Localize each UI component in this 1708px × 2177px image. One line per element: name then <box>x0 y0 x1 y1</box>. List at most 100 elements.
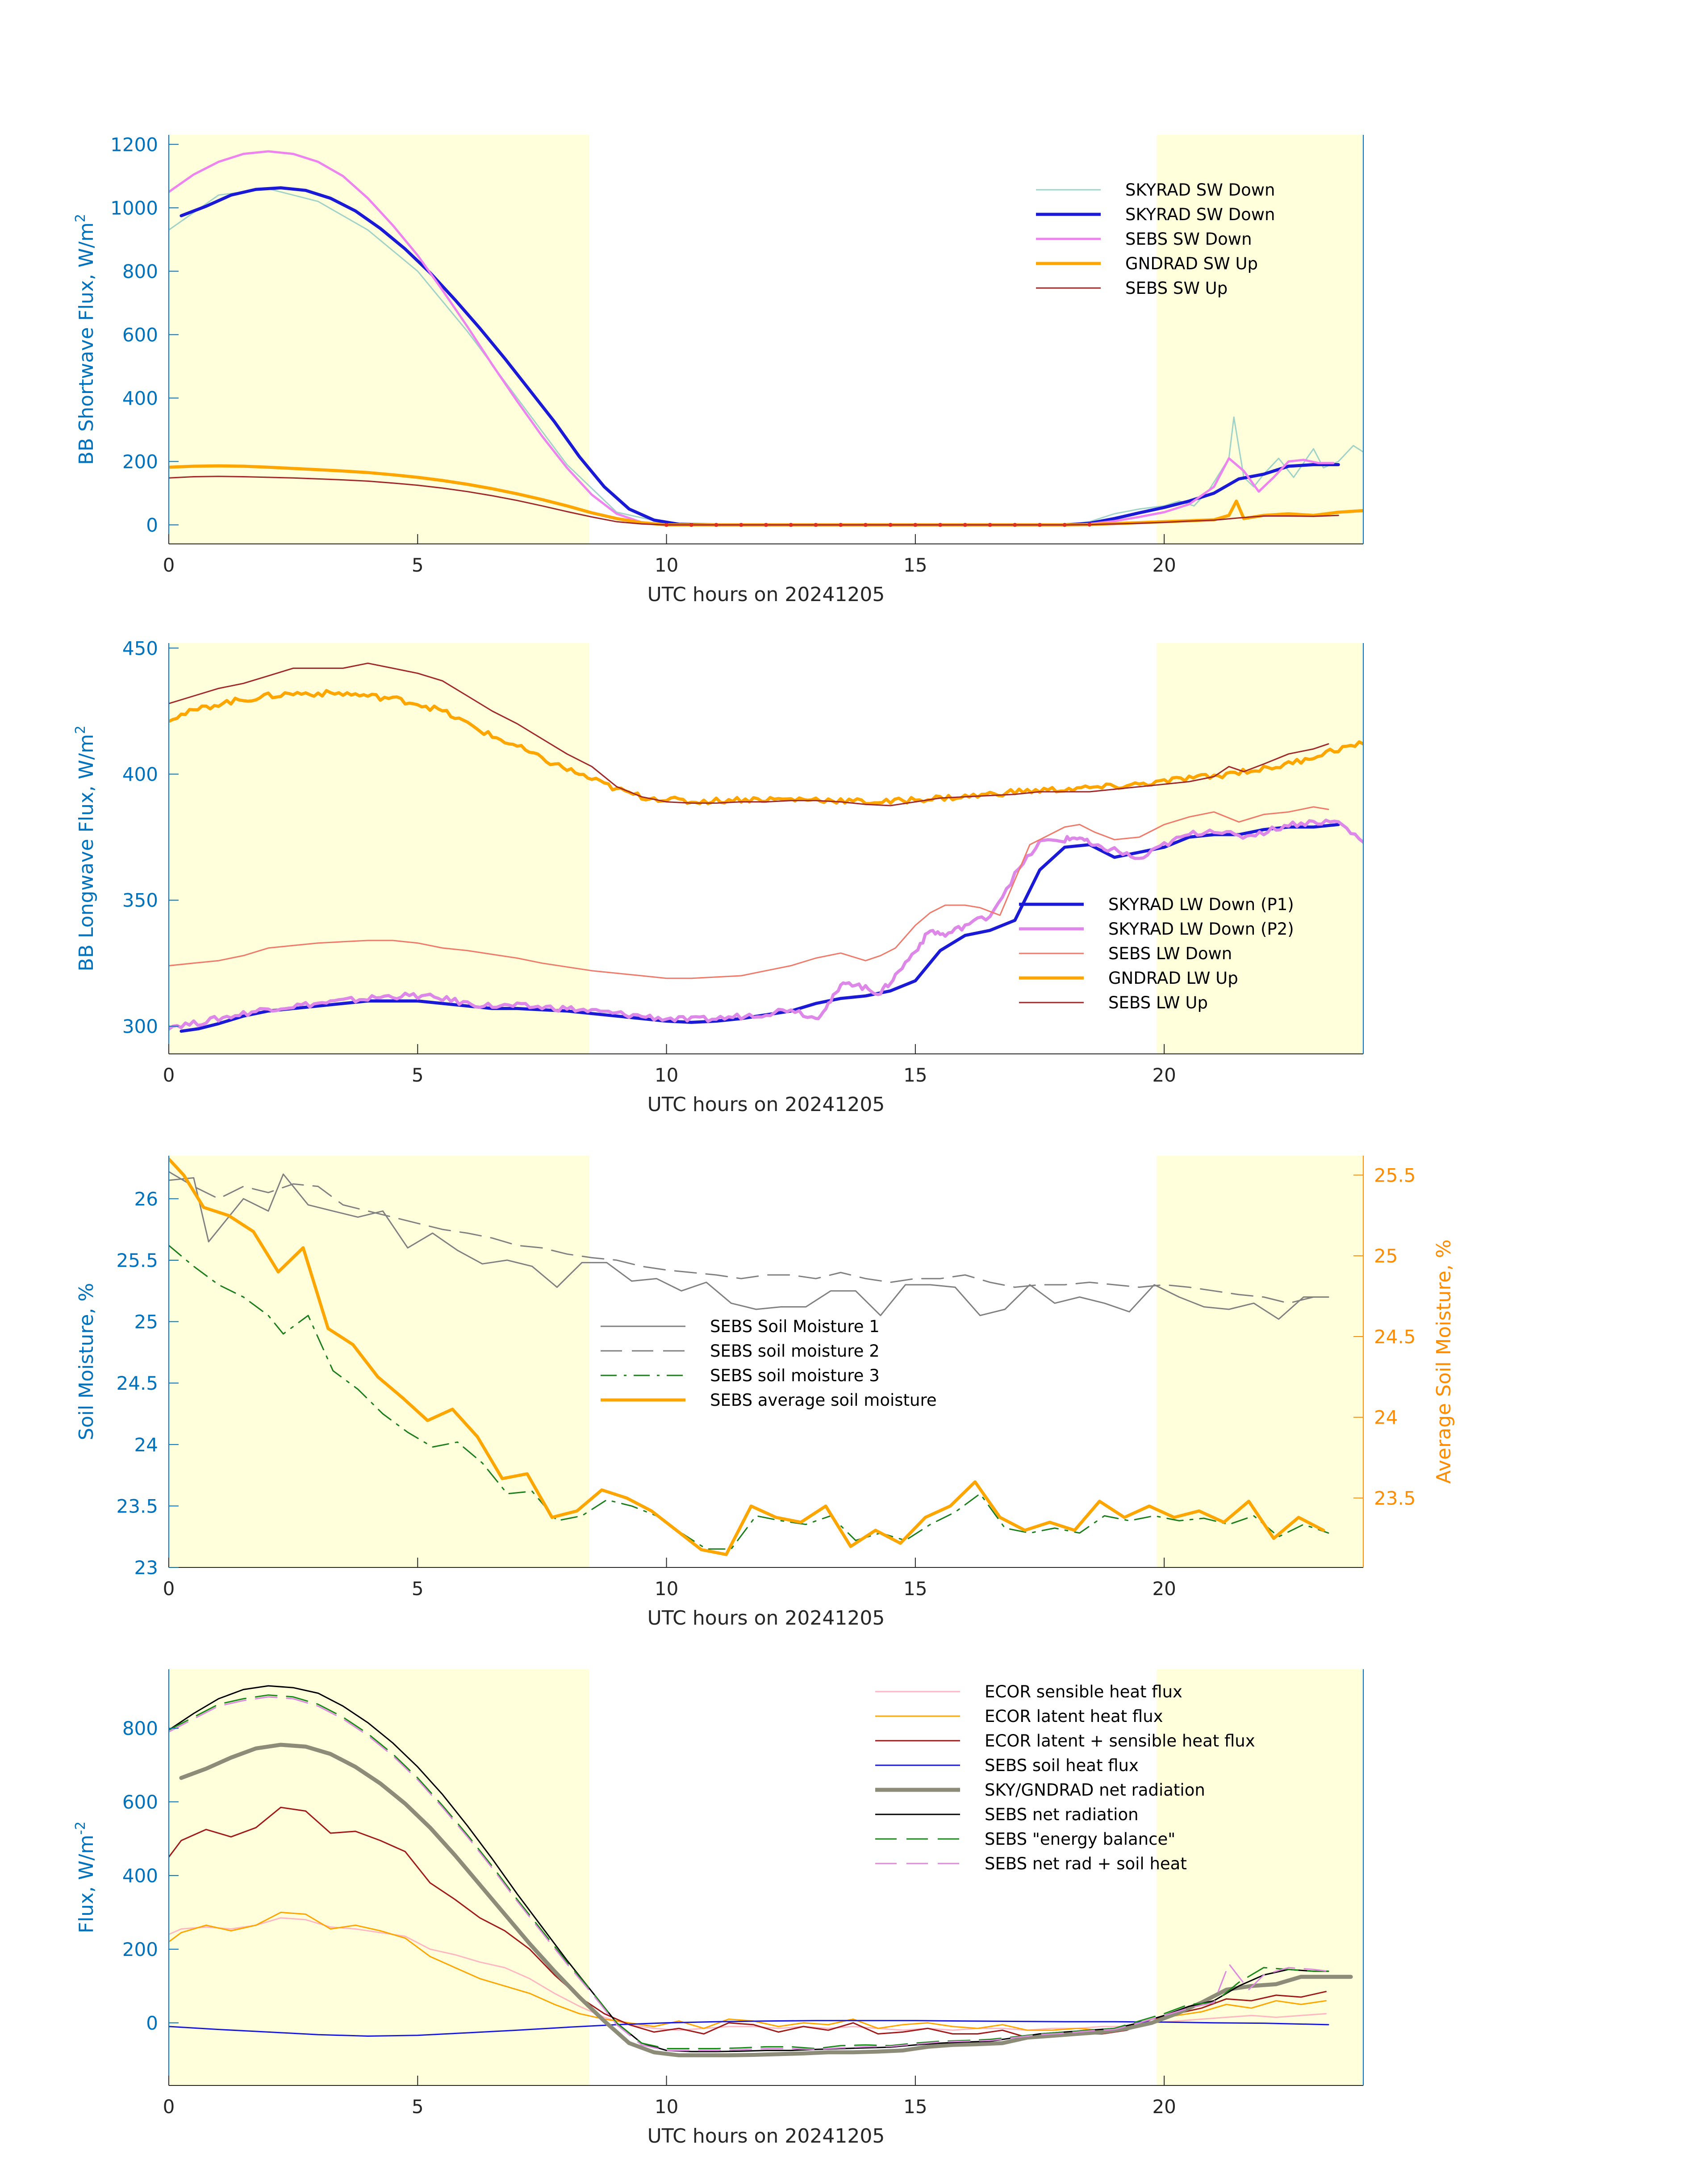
y-tick-label: 0 <box>146 2012 158 2034</box>
series-marker <box>1062 522 1067 527</box>
series-marker <box>789 522 793 527</box>
y-axis-label-superscript: 2 <box>73 726 88 734</box>
chart-panel-sw: 0 5 10 15 20 UTC hours on 20241205 0 200 400 600 8… <box>73 134 1364 606</box>
x-axis-label: UTC hours on 20241205 <box>647 1607 885 1630</box>
series-line-4 <box>169 476 1339 526</box>
y-right-tick-label: 25 <box>1374 1245 1398 1267</box>
night-shade-0 <box>169 1669 589 2085</box>
legend-label: SKYRAD SW Down <box>1125 205 1275 224</box>
legend-label: SEBS soil heat flux <box>985 1756 1139 1775</box>
x-tick-label: 10 <box>655 1578 678 1600</box>
legend-label: SEBS SW Up <box>1125 279 1228 298</box>
x-tick-label: 10 <box>655 1064 678 1086</box>
series-marker <box>1087 522 1092 527</box>
y-tick-label: 25 <box>134 1311 158 1333</box>
legend-label: ECOR latent + sensible heat flux <box>985 1731 1255 1751</box>
x-axis-label: UTC hours on 20241205 <box>647 2125 885 2148</box>
night-shade-1 <box>1157 643 1363 1054</box>
series-line-3 <box>169 2020 1329 2037</box>
series-line-4 <box>169 662 1329 806</box>
y-tick-label: 25.5 <box>116 1249 158 1271</box>
series-marker <box>689 522 693 527</box>
series-marker <box>764 522 768 527</box>
x-tick-label: 20 <box>1152 554 1176 576</box>
series-marker <box>863 522 868 527</box>
legend-label: SEBS net rad + soil heat <box>985 1854 1187 1873</box>
y-axis-label: BB Shortwave Flux, W/m2 <box>73 214 98 465</box>
y-tick-label: 450 <box>122 637 158 659</box>
legend-label: SEBS net radiation <box>985 1805 1139 1824</box>
legend-label: SEBS LW Up <box>1108 993 1208 1012</box>
y-tick-label: 26 <box>134 1188 158 1210</box>
legend-label: SEBS average soil moisture <box>710 1391 937 1410</box>
y-tick-label: 300 <box>122 1015 158 1037</box>
series-line-7 <box>169 1696 1329 2052</box>
series-marker <box>988 522 992 527</box>
series-line-3 <box>169 1157 1325 1556</box>
chart-panel-soil: 0 5 10 15 20 UTC hours on 20241205 23 23.5 24 24.… <box>75 1156 1455 1630</box>
legend: SKYRAD LW Down (P1) SKYRAD LW Down (P2) SE… <box>1019 895 1294 1012</box>
y-tick-label: 23 <box>134 1557 158 1579</box>
legend-label: GNDRAD LW Up <box>1108 969 1238 988</box>
y-axis-label: Flux, W/m-2 <box>73 1822 98 1934</box>
series-marker <box>714 522 718 527</box>
legend-label: SEBS Soil Moisture 1 <box>710 1317 880 1336</box>
y-axis-label-text: BB Shortwave Flux, W/m <box>75 222 98 465</box>
series-line-1 <box>180 186 1340 526</box>
legend-label: SEBS soil moisture 3 <box>710 1366 880 1385</box>
legend: SKYRAD SW Down SKYRAD SW Down SEBS SW Down… <box>1036 180 1275 298</box>
series-marker <box>1038 522 1042 527</box>
series-marker <box>739 522 743 527</box>
y-right-tick-label: 24.5 <box>1374 1326 1416 1348</box>
y-tick-label: 350 <box>122 890 158 911</box>
series-line-2 <box>169 1245 1329 1550</box>
y-tick-label: 200 <box>122 1939 158 1960</box>
legend-label: SKYRAD LW Down (P1) <box>1108 895 1294 914</box>
legend-label: SEBS LW Down <box>1108 944 1232 963</box>
y-axis-label-superscript: -2 <box>73 1822 88 1835</box>
legend-label: SKYRAD LW Down (P2) <box>1108 919 1294 939</box>
series-marker <box>1013 522 1017 527</box>
y-tick-label: 24 <box>134 1434 158 1456</box>
y-axis-label-text: BB Longwave Flux, W/m <box>75 734 98 972</box>
legend-label: ECOR latent heat flux <box>985 1707 1163 1726</box>
y-tick-label: 800 <box>122 1717 158 1739</box>
legend-label: SKYRAD SW Down <box>1125 180 1275 200</box>
x-tick-label: 15 <box>903 1064 927 1086</box>
x-tick-label: 0 <box>163 554 175 576</box>
x-tick-label: 10 <box>655 2096 678 2118</box>
legend: SEBS Soil Moisture 1 SEBS soil moisture 2… <box>601 1317 937 1410</box>
y-tick-label: 200 <box>122 451 158 472</box>
series-line-6 <box>169 1694 1329 2049</box>
y-tick-label: 1000 <box>110 197 158 219</box>
x-tick-label: 5 <box>412 554 424 576</box>
series-line-0 <box>169 1173 1329 1320</box>
x-tick-label: 15 <box>903 554 927 576</box>
plot-area <box>169 150 1363 527</box>
x-tick-label: 15 <box>903 2096 927 2118</box>
y-right-tick-label: 24 <box>1374 1407 1398 1429</box>
y-axis-label-text: Flux, W/m <box>75 1835 98 1934</box>
y-axis-label-text: Soil Moisture, % <box>75 1283 98 1440</box>
x-tick-label: 5 <box>412 1578 424 1600</box>
plot-area <box>169 1685 1353 2057</box>
x-tick-label: 0 <box>163 2096 175 2118</box>
y-tick-label: 0 <box>146 514 158 536</box>
y-right-tick-label: 25.5 <box>1374 1164 1416 1186</box>
legend-label: ECOR sensible heat flux <box>985 1682 1182 1701</box>
y-right-tick-label: 23.5 <box>1374 1488 1416 1509</box>
y-axis-label: Soil Moisture, % <box>75 1283 98 1440</box>
x-tick-label: 20 <box>1152 1578 1176 1600</box>
y-tick-label: 24.5 <box>116 1372 158 1394</box>
chart-panel-lw: 0 5 10 15 20 UTC hours on 20241205 300 350 400 45… <box>73 637 1364 1116</box>
x-tick-label: 0 <box>163 1064 175 1086</box>
y-tick-label: 400 <box>122 387 158 409</box>
x-tick-label: 20 <box>1152 2096 1176 2118</box>
x-tick-label: 15 <box>903 1578 927 1600</box>
series-marker <box>814 522 818 527</box>
x-tick-label: 5 <box>412 1064 424 1086</box>
series-line-1 <box>169 819 1363 1031</box>
legend-label: SEBS "energy balance" <box>985 1830 1175 1849</box>
series-line-1 <box>169 1171 1329 1304</box>
